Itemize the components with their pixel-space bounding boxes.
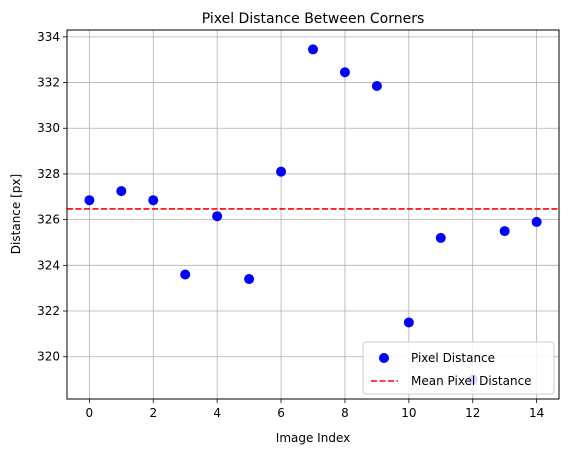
x-tick-label: 6	[277, 406, 285, 420]
data-point	[499, 226, 510, 237]
x-tick-label: 8	[341, 406, 349, 420]
legend-label-mean-pixel-distance: Mean Pixel Distance	[411, 374, 532, 388]
x-axis-ticks: 0 2 4 6 8 10 12 14	[86, 399, 544, 420]
data-point	[531, 216, 542, 227]
grid	[67, 30, 559, 399]
y-tick-label: 328	[37, 167, 60, 181]
data-point	[308, 44, 318, 55]
y-tick-label: 324	[37, 258, 60, 272]
data-point	[116, 186, 127, 197]
data-point	[84, 195, 95, 206]
data-point	[339, 67, 350, 78]
legend-marker-pixel-distance	[379, 353, 389, 363]
x-tick-label: 2	[149, 406, 157, 420]
y-tick-label: 320	[37, 350, 60, 364]
x-tick-label: 4	[213, 406, 221, 420]
y-tick-label: 326	[37, 213, 60, 227]
data-point	[148, 195, 159, 206]
data-point	[276, 166, 287, 177]
legend-label-pixel-distance: Pixel Distance	[411, 351, 495, 365]
x-tick-label: 0	[86, 406, 94, 420]
data-point	[403, 317, 414, 328]
plot-frame	[66, 29, 560, 400]
data-point	[435, 232, 446, 243]
y-axis-label: Distance [px]	[9, 174, 23, 254]
y-axis-ticks: 320 322 324 326 328 330 332 334	[37, 30, 67, 364]
x-axis-label: Image Index	[276, 431, 350, 445]
y-tick-label: 334	[37, 30, 60, 44]
data-point	[244, 274, 255, 285]
y-tick-label: 332	[37, 76, 60, 90]
x-tick-label: 10	[401, 406, 416, 420]
x-tick-label: 14	[529, 406, 544, 420]
chart-title: Pixel Distance Between Corners	[202, 11, 425, 27]
y-tick-label: 322	[37, 304, 60, 318]
legend-box	[362, 341, 555, 395]
data-point	[180, 269, 191, 280]
data-point	[371, 80, 382, 91]
y-tick-label: 330	[37, 121, 60, 135]
data-point	[212, 211, 223, 222]
x-tick-label: 12	[465, 406, 480, 420]
legend: Pixel Distance Mean Pixel Distance	[362, 341, 555, 395]
